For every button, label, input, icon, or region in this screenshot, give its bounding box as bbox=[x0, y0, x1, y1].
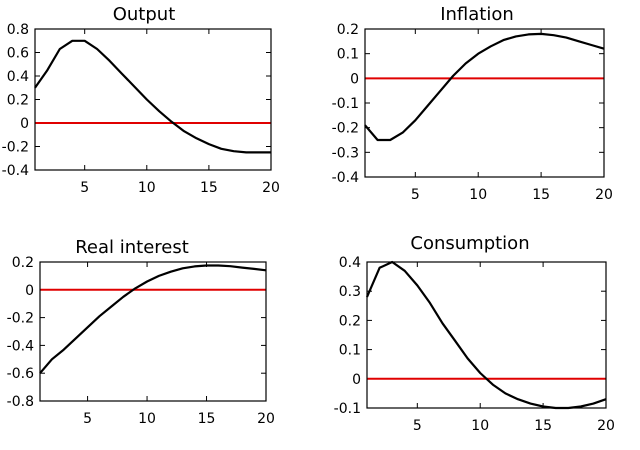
y-tick-label: 0.8 bbox=[7, 22, 29, 38]
y-tick-label: 0.6 bbox=[7, 46, 29, 62]
x-tick-label: 5 bbox=[411, 187, 420, 203]
y-tick-label: -0.2 bbox=[332, 121, 359, 137]
y-tick-label: 0.2 bbox=[7, 93, 29, 109]
y-tick-label: 0 bbox=[352, 372, 361, 388]
y-tick-label: 0.2 bbox=[339, 313, 361, 329]
plot-frame bbox=[34, 28, 272, 171]
y-tick-label: 0 bbox=[20, 116, 29, 132]
y-tick-label: -0.4 bbox=[7, 338, 34, 354]
panel-real-interest: Real interest 0.2 0 -0.2 -0.4 -0.6 -0.8 5 10 15 2… bbox=[7, 237, 275, 427]
y-tick-label: 0 bbox=[25, 283, 34, 299]
x-tick-label: 10 bbox=[471, 418, 489, 434]
y-tick-label: 0.3 bbox=[339, 284, 361, 300]
y-tick-label: -0.1 bbox=[332, 96, 359, 112]
y-tick-label: 0.2 bbox=[12, 255, 34, 271]
x-tick-label: 10 bbox=[138, 411, 156, 427]
tick-layer: 0.4 0.3 0.2 0.1 0 -0.1 5 10 15 20 bbox=[334, 255, 615, 434]
x-tick-label: 20 bbox=[257, 411, 275, 427]
plot-frame bbox=[39, 261, 267, 402]
y-tick-label: -0.6 bbox=[7, 366, 34, 382]
y-tick-label: 0.2 bbox=[337, 22, 359, 38]
consumption-curve bbox=[365, 260, 607, 410]
y-tick-label: -0.2 bbox=[2, 140, 29, 156]
y-tick-label: 0.1 bbox=[337, 47, 359, 63]
x-tick-label: 20 bbox=[595, 187, 613, 203]
y-tick-label: -0.4 bbox=[2, 163, 29, 179]
y-tick-label: -0.4 bbox=[332, 170, 359, 186]
y-tick-label: -0.8 bbox=[7, 394, 34, 410]
x-tick-label: 20 bbox=[597, 418, 615, 434]
tick-layer: 0.8 0.6 0.4 0.2 0 -0.2 -0.4 5 10 15 20 bbox=[2, 22, 280, 196]
real-interest-curve bbox=[39, 264, 267, 374]
x-tick-label: 20 bbox=[262, 180, 280, 196]
x-tick-label: 5 bbox=[80, 180, 89, 196]
y-tick-label: -0.2 bbox=[7, 311, 34, 327]
y-tick-label: -0.3 bbox=[332, 145, 359, 161]
x-tick-label: 10 bbox=[469, 187, 487, 203]
panel-output: Output 0.8 0.6 0.4 0.2 0 -0.2 -0.4 5 10 15 20 bbox=[2, 4, 280, 196]
panel-consumption: Consumption 0.4 0.3 0.2 0.1 0 -0.1 5 10 15 20 bbox=[334, 233, 615, 434]
plot-frame bbox=[366, 261, 607, 409]
x-tick-label: 5 bbox=[413, 418, 422, 434]
y-tick-label: 0.4 bbox=[7, 69, 29, 85]
panel-title: Real interest bbox=[75, 237, 189, 258]
panel-title: Consumption bbox=[410, 233, 529, 254]
panel-inflation: Inflation 0.2 0.1 0 -0.1 -0.2 -0.3 -0.4 5 10 15 20 bbox=[332, 4, 613, 203]
tick-layer: 0.2 0.1 0 -0.1 -0.2 -0.3 -0.4 5 10 15 20 bbox=[332, 22, 613, 203]
x-tick-label: 10 bbox=[138, 180, 156, 196]
y-tick-label: -0.1 bbox=[334, 401, 361, 417]
tick-layer: 0.2 0 -0.2 -0.4 -0.6 -0.8 5 10 15 20 bbox=[7, 255, 275, 427]
x-tick-label: 5 bbox=[83, 411, 92, 427]
y-tick-label: 0.1 bbox=[339, 343, 361, 359]
x-tick-label: 15 bbox=[200, 180, 218, 196]
y-tick-label: 0.4 bbox=[339, 255, 361, 271]
panel-title: Inflation bbox=[440, 4, 514, 25]
x-tick-label: 15 bbox=[198, 411, 216, 427]
y-tick-label: 0 bbox=[350, 71, 359, 87]
inflation-curve bbox=[364, 32, 605, 142]
x-tick-label: 15 bbox=[532, 187, 550, 203]
plot-frame bbox=[364, 28, 605, 178]
panel-title: Output bbox=[113, 4, 176, 25]
output-curve bbox=[34, 39, 271, 154]
x-tick-label: 15 bbox=[534, 418, 552, 434]
